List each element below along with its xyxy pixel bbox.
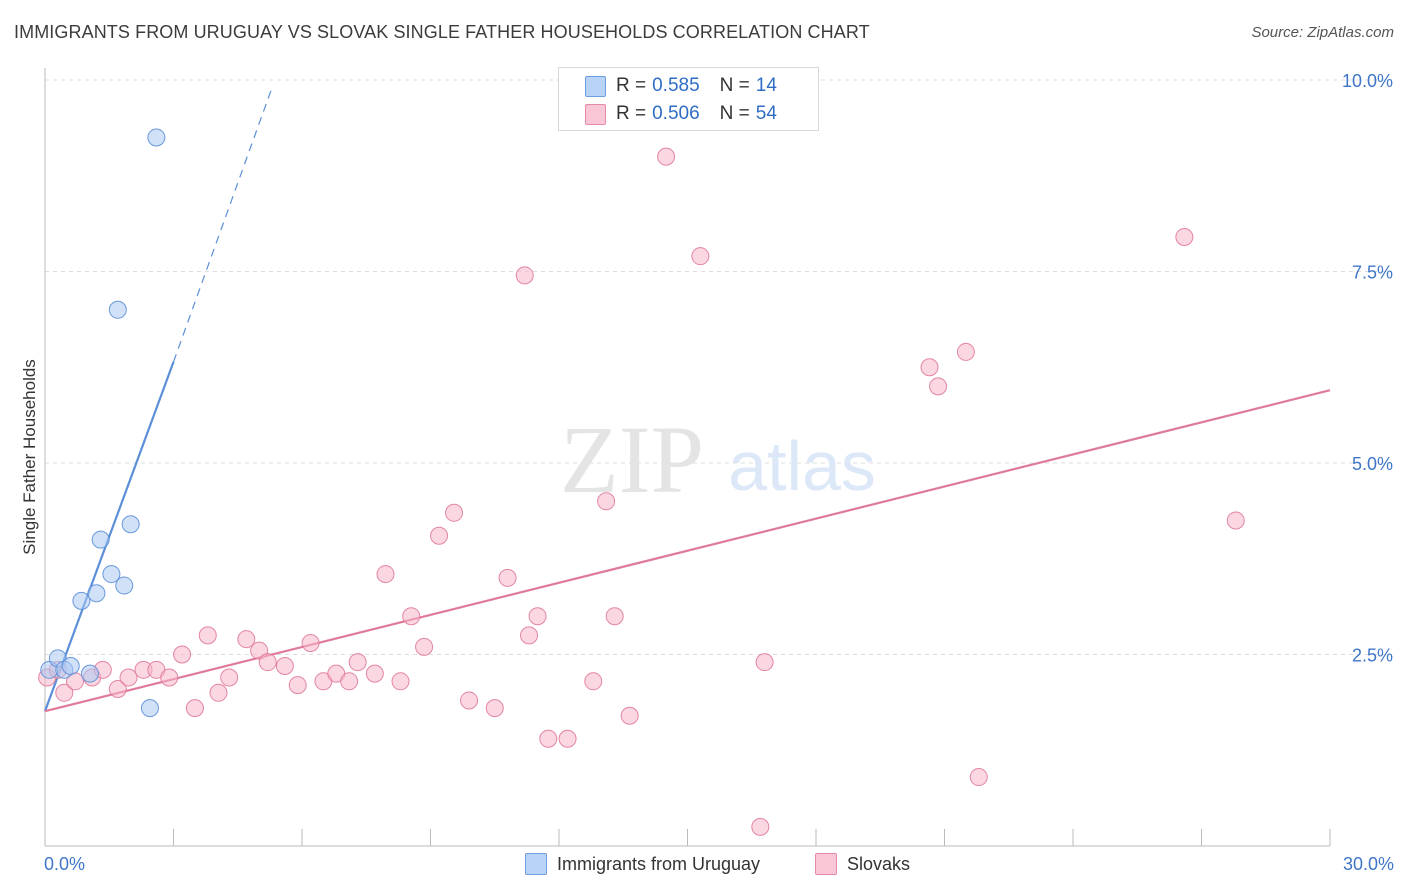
- data-point-slovaks: [288, 676, 307, 695]
- data-point-slovaks: [108, 679, 127, 698]
- data-point-slovaks: [237, 630, 256, 649]
- data-point-slovaks: [605, 607, 624, 626]
- data-point-slovaks: [376, 565, 395, 584]
- legend-n-label: N =: [719, 103, 750, 124]
- y-tick-label: 7.5%: [1352, 263, 1393, 283]
- y-axis-label: Single Father Households: [20, 359, 39, 555]
- stats-legend: R = 0.585 N = 14 R = 0.506 N = 54: [558, 67, 819, 131]
- data-point-uruguay: [80, 664, 99, 683]
- data-point-slovaks: [365, 664, 384, 683]
- data-point-slovaks: [119, 668, 138, 687]
- data-point-uruguay: [108, 300, 127, 319]
- legend-r-value-slovaks: 0.506: [652, 103, 700, 124]
- data-point-slovaks: [657, 147, 676, 166]
- data-point-slovaks: [539, 729, 558, 748]
- legend-swatch-slovaks: [585, 103, 606, 125]
- trend-lines: [43, 87, 1331, 713]
- y-tick-labels: 2.5% 5.0% 7.5% 10.0%: [1342, 71, 1393, 666]
- data-point-slovaks: [558, 729, 577, 748]
- bottom-legend-label-uruguay: Immigrants from Uruguay: [557, 853, 761, 874]
- data-point-slovaks: [751, 817, 770, 836]
- x-tick-labels: 0.0% 30.0%: [44, 854, 1394, 874]
- data-point-slovaks: [620, 706, 639, 725]
- data-point-slovaks: [220, 668, 239, 687]
- data-point-slovaks: [173, 645, 192, 664]
- data-point-slovaks: [160, 668, 179, 687]
- legend-row-slovaks: R = 0.506 N = 54: [585, 101, 777, 127]
- y-tick-label: 2.5%: [1352, 646, 1393, 666]
- bottom-legend-swatch-uruguay: [525, 853, 547, 875]
- data-point-uruguay: [72, 591, 91, 610]
- source-label: Source: ZipAtlas.com: [1251, 24, 1394, 41]
- data-point-slovaks: [340, 672, 359, 691]
- data-point-slovaks: [209, 683, 228, 702]
- x-tick-label-min: 0.0%: [44, 854, 85, 874]
- watermark: ZIP atlas: [560, 406, 876, 513]
- data-point-uruguay: [121, 515, 140, 534]
- data-point-uruguay: [140, 699, 159, 718]
- bottom-legend-slovaks: Slovaks: [815, 852, 910, 876]
- data-point-slovaks: [515, 266, 534, 285]
- data-point-slovaks: [415, 637, 434, 656]
- data-point-slovaks: [55, 683, 74, 702]
- bottom-legend-uruguay: Immigrants from Uruguay: [525, 852, 760, 876]
- data-point-uruguay: [115, 576, 134, 595]
- y-tick-label: 5.0%: [1352, 454, 1393, 474]
- data-point-slovaks: [460, 691, 479, 710]
- data-point-slovaks: [185, 699, 204, 718]
- data-point-slovaks: [258, 653, 277, 672]
- data-point-uruguay: [147, 128, 166, 147]
- data-point-uruguay: [87, 584, 106, 603]
- data-point-slovaks: [597, 492, 616, 511]
- data-point-slovaks: [445, 503, 464, 522]
- data-points: [38, 128, 1245, 836]
- legend-r-label: R =: [616, 75, 647, 96]
- legend-swatch-uruguay: [585, 75, 606, 97]
- data-point-slovaks: [301, 634, 320, 653]
- data-point-slovaks: [275, 656, 294, 675]
- x-tick-label-max: 30.0%: [1343, 854, 1394, 874]
- trend-line-uruguay: [43, 361, 175, 712]
- data-point-slovaks: [1226, 511, 1245, 530]
- y-tick-label: 10.0%: [1342, 71, 1393, 91]
- data-point-slovaks: [755, 653, 774, 672]
- data-point-slovaks: [528, 607, 547, 626]
- chart-title: IMMIGRANTS FROM URUGUAY VS SLOVAK SINGLE…: [14, 22, 870, 42]
- data-point-uruguay: [61, 656, 80, 675]
- data-point-slovaks: [920, 358, 939, 377]
- legend-n-value-uruguay: 14: [755, 75, 777, 96]
- data-point-slovaks: [198, 626, 217, 645]
- data-point-slovaks: [969, 768, 988, 787]
- data-point-slovaks: [691, 247, 710, 266]
- trend-line-extension-uruguay: [172, 87, 273, 363]
- legend-r-value-uruguay: 0.585: [652, 75, 700, 96]
- legend-r-label: R =: [616, 103, 647, 124]
- data-point-slovaks: [1175, 228, 1194, 247]
- data-point-slovaks: [956, 342, 975, 361]
- watermark-zip: ZIP: [560, 406, 704, 513]
- bottom-legend-label-slovaks: Slovaks: [847, 853, 911, 874]
- data-point-slovaks: [584, 672, 603, 691]
- data-point-slovaks: [520, 626, 539, 645]
- bottom-legend-swatch-slovaks: [815, 853, 837, 875]
- data-point-slovaks: [430, 526, 449, 545]
- data-point-slovaks: [391, 672, 410, 691]
- data-point-uruguay: [102, 565, 121, 584]
- watermark-atlas: atlas: [728, 427, 876, 505]
- axes: [44, 68, 1330, 847]
- data-point-slovaks: [929, 377, 948, 396]
- legend-n-value-slovaks: 54: [755, 103, 777, 124]
- data-point-slovaks: [402, 607, 421, 626]
- data-point-slovaks: [348, 653, 367, 672]
- data-point-slovaks: [485, 699, 504, 718]
- gridlines: [45, 79, 1392, 846]
- legend-row-uruguay: R = 0.585 N = 14: [585, 73, 777, 99]
- legend-n-label: N =: [719, 75, 750, 96]
- data-point-uruguay: [91, 530, 110, 549]
- data-point-slovaks: [498, 568, 517, 587]
